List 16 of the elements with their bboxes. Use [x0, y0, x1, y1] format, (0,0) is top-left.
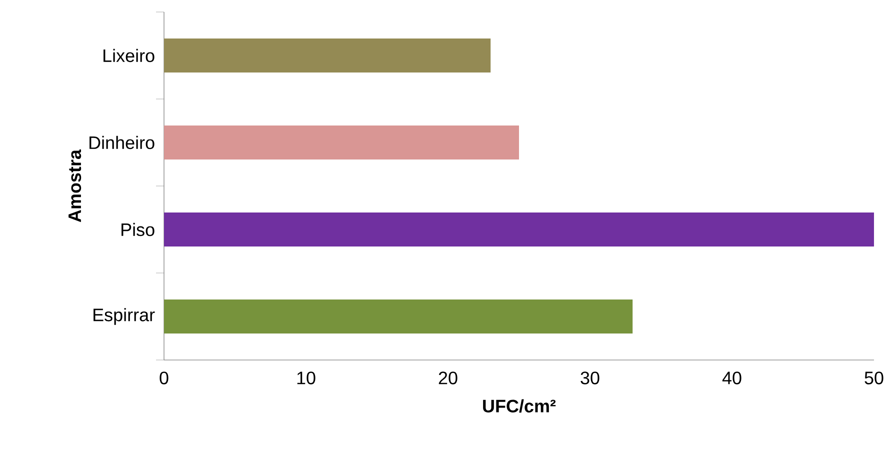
x-tick-label: 10	[297, 372, 316, 384]
x-tick-label: 0	[160, 372, 168, 384]
bar	[164, 212, 874, 246]
bar	[164, 125, 519, 160]
bar	[164, 299, 633, 334]
x-tick-label: 50	[864, 372, 884, 384]
x-tick-label: 30	[580, 372, 600, 384]
bar	[164, 38, 491, 72]
x-axis-title: UFC/cm²	[483, 399, 556, 413]
y-axis-title: Amostra	[68, 149, 82, 222]
x-tick-label: 20	[438, 372, 458, 384]
x-tick-label: 40	[722, 372, 742, 384]
y-tick-label: Dinheiro	[90, 136, 154, 150]
y-tick-label: Espirrar	[94, 308, 155, 325]
y-tick-label: Piso	[122, 222, 154, 236]
y-tick-label: Lixeiro	[104, 48, 154, 62]
